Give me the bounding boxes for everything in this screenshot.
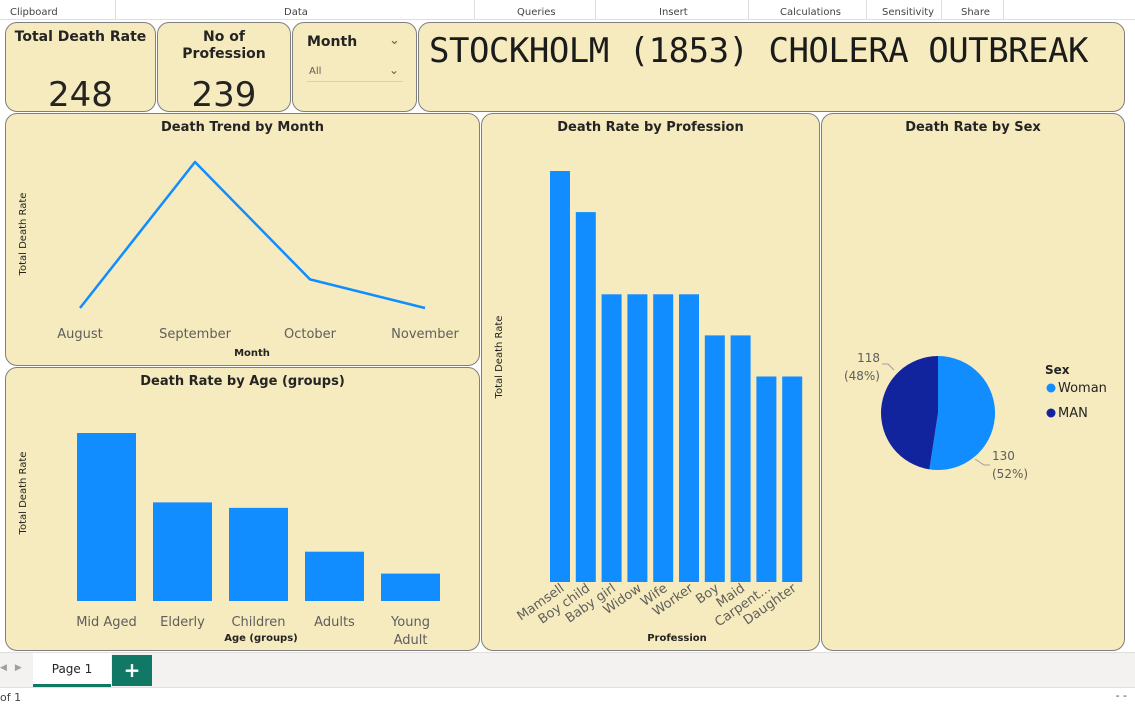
- profession-bar[interactable]: [679, 294, 699, 582]
- slicer-selected-value[interactable]: All: [309, 66, 322, 77]
- profession-bar[interactable]: [653, 294, 674, 582]
- banner-title: STOCKHOLM (1853) CHOLERA OUTBREAK: [429, 31, 1089, 71]
- ribbon-divider: [866, 0, 867, 20]
- profession-bar[interactable]: [601, 294, 622, 582]
- ribbon-divider: [115, 0, 116, 20]
- legend-title: Sex: [1045, 363, 1070, 377]
- x-tick-label: Young: [390, 615, 430, 630]
- title-banner: STOCKHOLM (1853) CHOLERA OUTBREAK: [418, 22, 1125, 112]
- age-bar[interactable]: [305, 551, 364, 601]
- y-axis-label: Total Death Rate: [494, 316, 505, 400]
- chart-title: Death Trend by Month: [160, 120, 325, 135]
- zoom-hint[interactable]: - -: [1115, 689, 1127, 702]
- profession-bar[interactable]: [550, 171, 570, 582]
- page-nav-arrows-icon[interactable]: ◀▶: [0, 663, 30, 673]
- kpi-value: 248: [48, 75, 113, 112]
- x-axis-label: Month: [234, 348, 270, 359]
- kpi-title: No of Profession: [182, 29, 266, 62]
- x-axis-label: Age (groups): [224, 633, 298, 644]
- add-page-button[interactable]: +: [112, 655, 152, 686]
- profession-bar[interactable]: [782, 376, 803, 583]
- chart-title: Death Rate by Profession: [557, 120, 744, 135]
- ribbon-queries[interactable]: Queries: [517, 7, 556, 18]
- x-axis-label: Profession: [647, 633, 707, 644]
- profession-bar[interactable]: [730, 335, 751, 582]
- kpi-no-of-profession[interactable]: No of Profession 239: [157, 22, 291, 112]
- leader-line: [882, 363, 895, 371]
- x-tick-label: Adult: [394, 633, 428, 648]
- x-tick-label: September: [159, 327, 232, 342]
- x-tick-label: Children: [231, 615, 285, 630]
- y-axis-label: Total Death Rate: [18, 452, 29, 536]
- ribbon-calculations[interactable]: Calculations: [780, 7, 841, 18]
- x-tick-label: October: [284, 327, 337, 342]
- age-bar[interactable]: [229, 507, 288, 601]
- pie-slice[interactable]: [929, 356, 996, 470]
- ribbon-clipboard[interactable]: Clipboard: [10, 7, 58, 18]
- ribbon-divider: [748, 0, 749, 20]
- ribbon-data[interactable]: Data: [284, 7, 308, 18]
- kpi-value: 239: [191, 75, 257, 112]
- data-label: (48%): [844, 369, 880, 383]
- page-info: of 1: [0, 691, 22, 704]
- age-bar[interactable]: [153, 502, 212, 601]
- x-tick-label: November: [391, 327, 459, 342]
- death-trend-chart[interactable]: Death Trend by Month Total Death Rate Au…: [5, 113, 480, 366]
- page-tab-bar: ◀▶ Page 1 +: [0, 652, 1135, 687]
- profession-chart[interactable]: Death Rate by Profession Total Death Rat…: [481, 113, 820, 651]
- trend-svg: Total Death Rate August September October N…: [18, 160, 459, 359]
- kpi-title: Total Death Rate: [14, 29, 147, 45]
- x-tick-label: Mid Aged: [76, 615, 137, 630]
- legend-item[interactable]: MAN: [1058, 406, 1088, 421]
- chart-title: Death Rate by Age (groups): [140, 374, 345, 389]
- profession-bar[interactable]: [756, 376, 777, 583]
- age-bar[interactable]: [381, 573, 440, 601]
- y-axis-label: Total Death Rate: [18, 193, 29, 277]
- pie-slice[interactable]: [881, 356, 938, 470]
- profession-bar[interactable]: [627, 294, 648, 582]
- ribbon-share[interactable]: Share: [961, 7, 990, 18]
- age-svg: Total Death Rate Mid Aged Elderly Children…: [18, 433, 440, 648]
- profession-bar[interactable]: [704, 335, 725, 582]
- ribbon-divider: [941, 0, 942, 20]
- ribbon: Clipboard Data Queries Insert Calculatio…: [0, 0, 1135, 20]
- sex-pie-chart[interactable]: Death Rate by Sex 130 (52%) 118 (48%) Sex W…: [821, 113, 1125, 651]
- month-slicer[interactable]: Month ⌄ All ⌄: [292, 22, 417, 112]
- slicer-underline: [307, 81, 403, 82]
- x-tick-label: August: [57, 327, 103, 342]
- x-tick-label: Adults: [314, 615, 355, 630]
- trend-line: [79, 160, 426, 310]
- kpi-total-death-rate[interactable]: Total Death Rate 248: [5, 22, 156, 112]
- age-bar[interactable]: [77, 433, 136, 601]
- slicer-title: Month: [307, 34, 358, 50]
- leader-line: [974, 458, 990, 466]
- ribbon-sensitivity[interactable]: Sensitivity: [882, 7, 935, 18]
- ribbon-divider: [595, 0, 596, 20]
- tab-page-1[interactable]: Page 1: [33, 653, 111, 687]
- data-label: 130: [992, 449, 1015, 463]
- profession-bar[interactable]: [575, 212, 596, 582]
- x-tick-label: Elderly: [160, 615, 205, 630]
- status-bar: of 1 - -: [0, 687, 1135, 705]
- report-canvas: Total Death Rate 248 No of Profession 23…: [0, 20, 1135, 652]
- ribbon-divider: [1003, 0, 1004, 20]
- data-label: (52%): [992, 467, 1028, 481]
- legend-marker: [1046, 383, 1056, 393]
- chevron-down-icon[interactable]: ⌄: [389, 63, 400, 77]
- data-label: 118: [857, 351, 880, 365]
- age-group-chart[interactable]: Death Rate by Age (groups) Total Death R…: [5, 367, 480, 651]
- chevron-down-icon[interactable]: ⌄: [389, 33, 400, 48]
- ribbon-insert[interactable]: Insert: [659, 7, 688, 18]
- chart-title: Death Rate by Sex: [905, 120, 1041, 135]
- legend-marker: [1046, 408, 1056, 418]
- sex-svg: 130 (52%) 118 (48%) Sex Woman MAN: [844, 351, 1107, 481]
- ribbon-divider: [474, 0, 475, 20]
- legend-item[interactable]: Woman: [1058, 381, 1107, 396]
